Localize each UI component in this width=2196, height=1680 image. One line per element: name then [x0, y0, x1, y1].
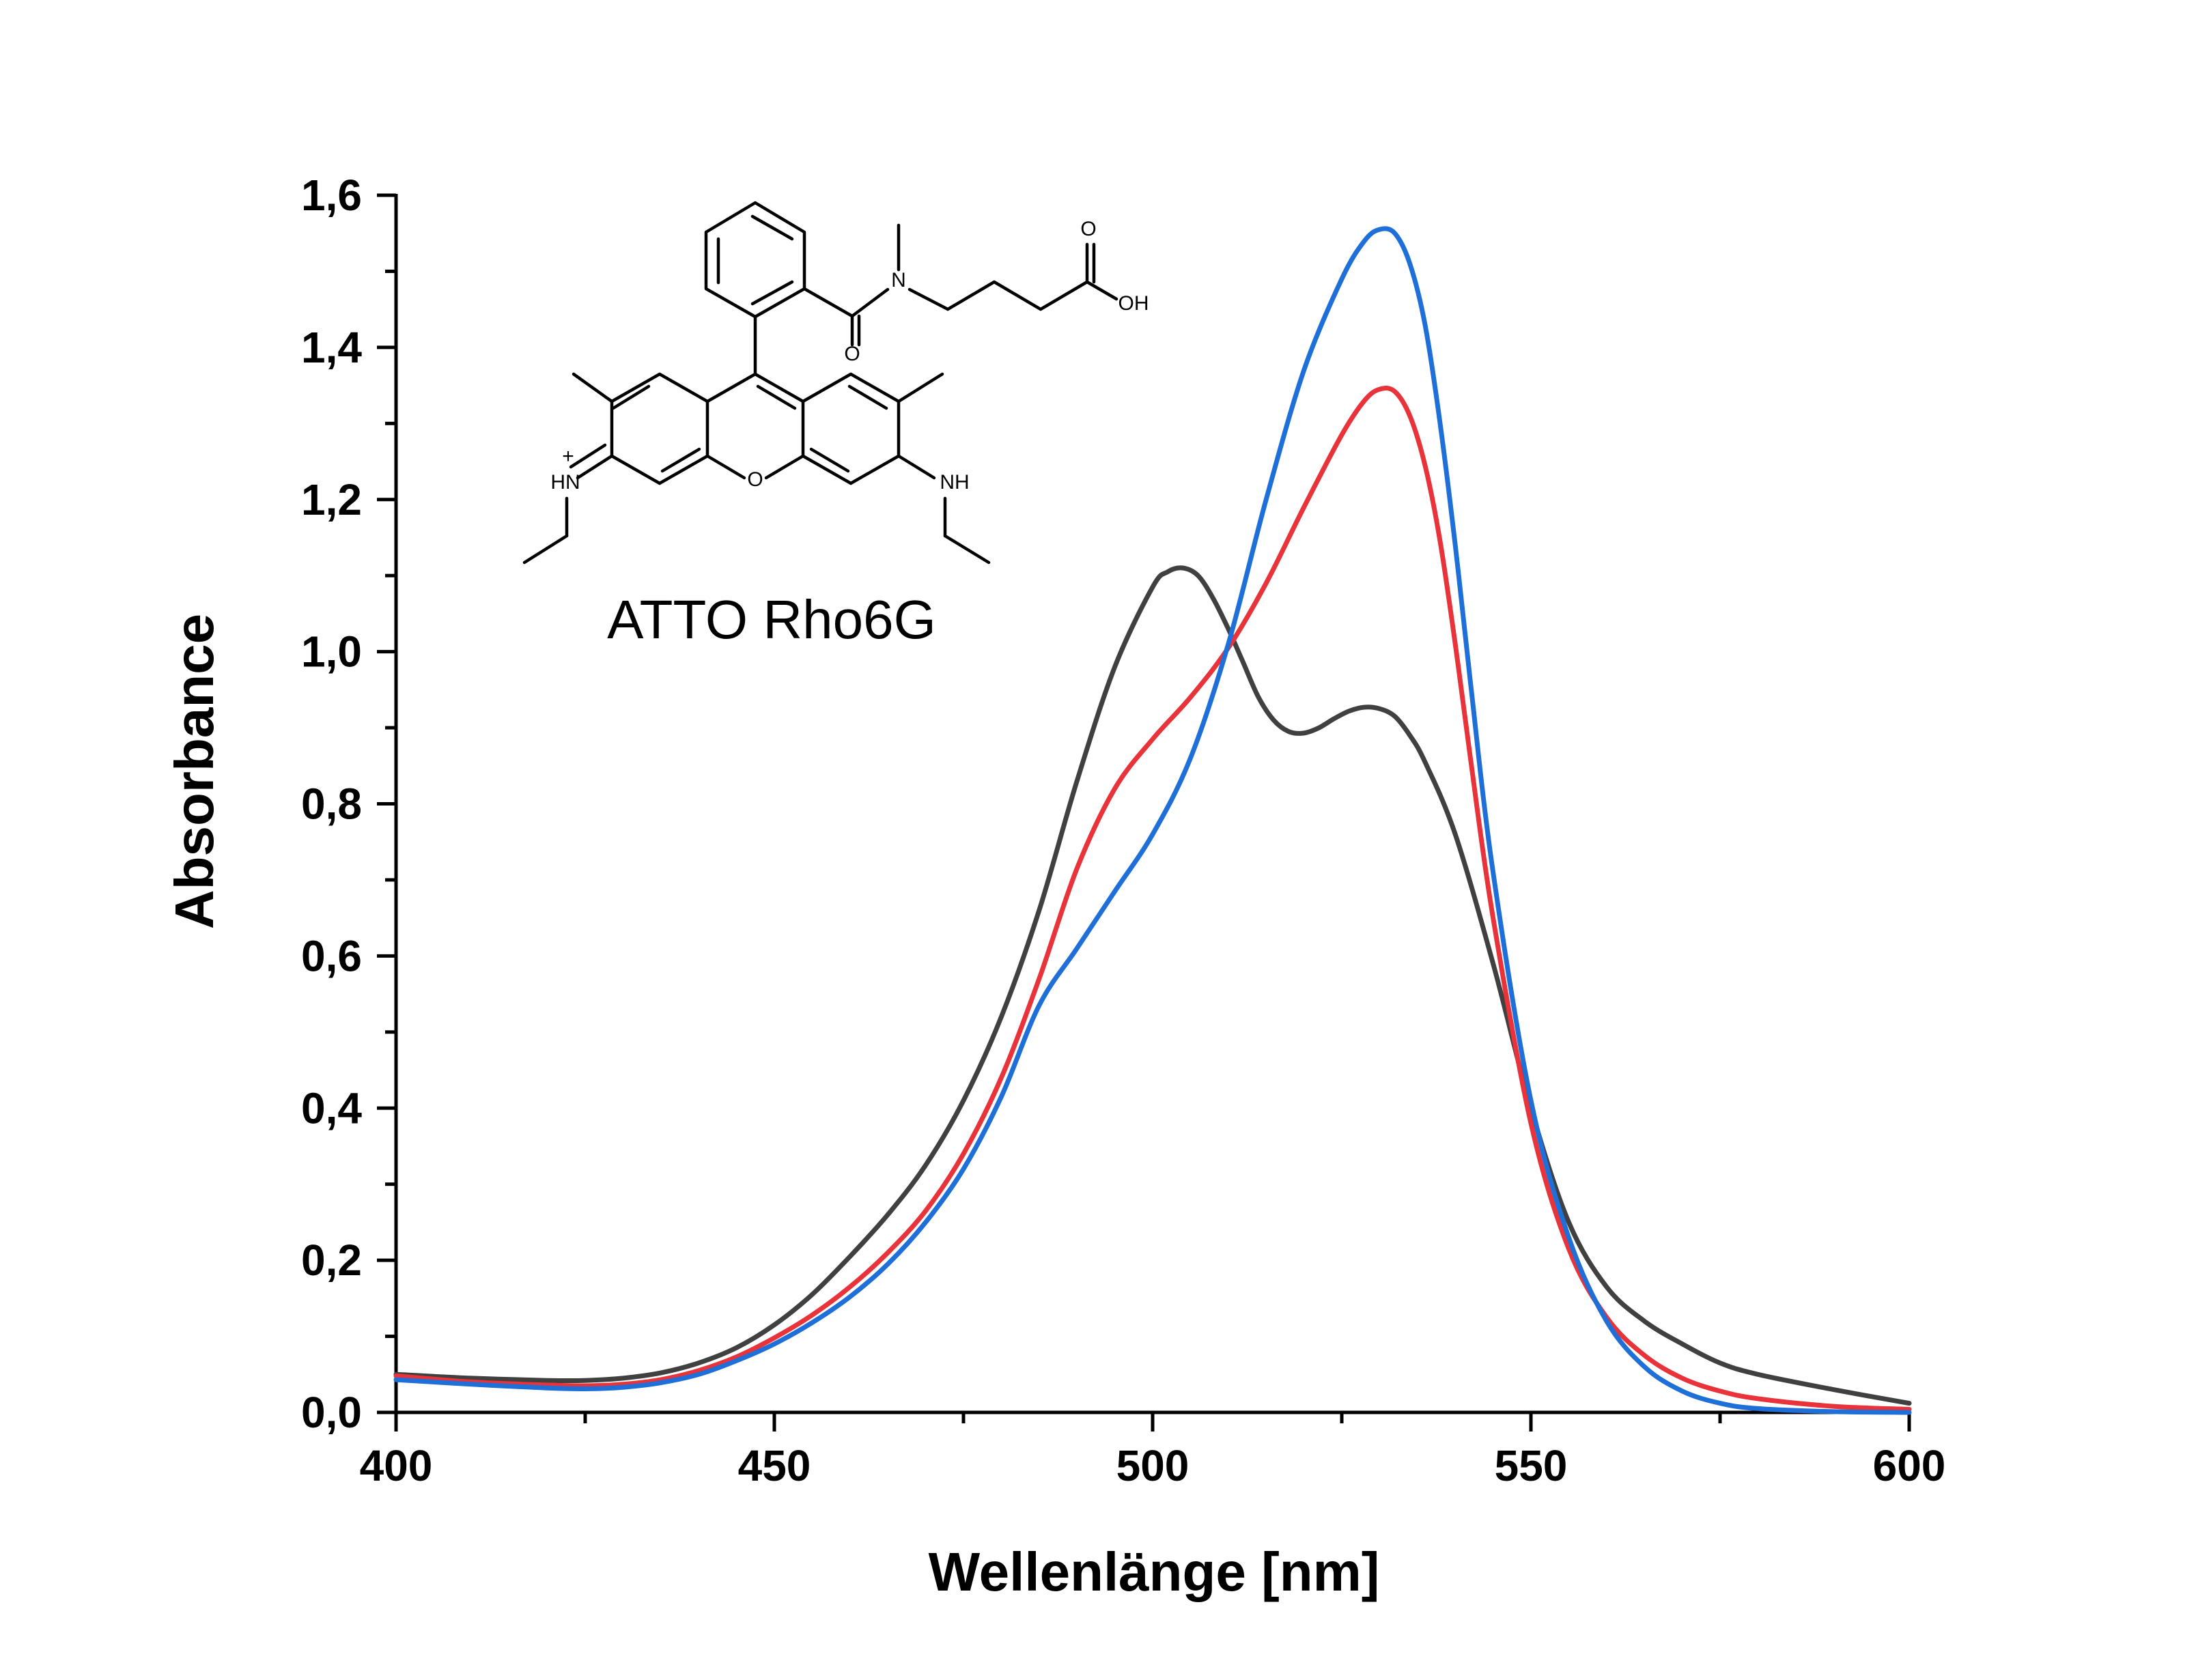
- x-axis-title: Wellenlänge [nm]: [929, 1541, 1380, 1602]
- plot-area: [393, 226, 1912, 1415]
- y-tick-label: 1,2: [301, 475, 362, 524]
- series-line-3: [393, 226, 1912, 1415]
- svg-text:O: O: [747, 468, 763, 491]
- molecule-label: ATTO Rho6G: [607, 589, 936, 650]
- y-tick-label: 0,0: [301, 1388, 362, 1437]
- y-tick-label: 1,6: [301, 171, 362, 220]
- molecule-structure: N O O OH O HN + NH: [522, 201, 1149, 565]
- x-tick-label: 400: [360, 1441, 433, 1490]
- y-tick-label: 1,0: [301, 627, 362, 677]
- series-line-1: [393, 565, 1912, 1406]
- series-line-2: [393, 386, 1912, 1412]
- y-tick-label: 0,8: [301, 780, 362, 829]
- svg-text:O: O: [844, 343, 860, 365]
- y-tick-label: 0,4: [301, 1083, 362, 1133]
- x-tick-label: 450: [738, 1441, 811, 1490]
- axes: [377, 193, 1911, 1432]
- svg-text:+: +: [562, 445, 574, 468]
- x-tick-label: 550: [1495, 1441, 1568, 1490]
- tick-labels: 400 450 500 550 600 0,0 0,2 0,4 0,6 0,8 1,0 1,2 1,4 1…: [301, 171, 1945, 1490]
- y-axis-title: Absorbance: [164, 614, 225, 929]
- y-tick-label: 0,6: [301, 931, 362, 980]
- x-tick-label: 600: [1873, 1441, 1946, 1490]
- y-tick-label: 1,4: [301, 323, 362, 372]
- svg-text:N: N: [891, 269, 906, 291]
- svg-text:NH: NH: [940, 471, 969, 494]
- y-tick-label: 0,2: [301, 1236, 362, 1285]
- x-tick-label: 500: [1116, 1441, 1190, 1490]
- svg-text:HN: HN: [550, 471, 580, 494]
- svg-text:O: O: [1080, 218, 1096, 240]
- svg-text:OH: OH: [1118, 292, 1149, 315]
